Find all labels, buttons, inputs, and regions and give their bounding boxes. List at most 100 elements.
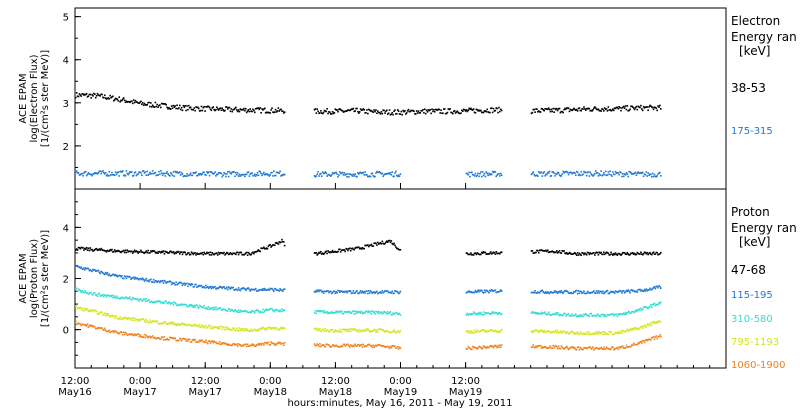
data-point-115-195 xyxy=(383,291,385,293)
data-point-310-580 xyxy=(644,306,647,308)
data-point-115-195 xyxy=(128,275,130,278)
data-point-1060-1900 xyxy=(101,327,103,330)
data-point-1060-1900 xyxy=(560,345,563,347)
data-point-175-315 xyxy=(474,172,477,175)
data-point-795-1193 xyxy=(264,329,267,331)
data-point-38-53 xyxy=(334,108,337,110)
data-point-795-1193 xyxy=(124,317,127,319)
data-point-38-53 xyxy=(120,99,122,102)
data-point-795-1193 xyxy=(630,328,632,330)
data-point-115-195 xyxy=(242,287,244,289)
data-point-795-1193 xyxy=(539,329,542,331)
data-point-115-195 xyxy=(532,291,535,294)
data-point-38-53 xyxy=(634,107,637,109)
data-point-38-53 xyxy=(130,100,132,103)
data-point-310-580 xyxy=(213,306,215,309)
data-point-47-68 xyxy=(146,251,149,254)
data-point-310-580 xyxy=(207,306,210,308)
data-point-115-195 xyxy=(187,285,189,288)
data-point-38-53 xyxy=(391,111,394,114)
data-point-175-315 xyxy=(268,175,271,177)
xtick-day-label: May17 xyxy=(188,387,221,398)
data-point-115-195 xyxy=(235,288,237,291)
data-point-795-1193 xyxy=(192,324,195,327)
data-point-38-53 xyxy=(191,108,194,111)
data-point-795-1193 xyxy=(379,328,382,330)
data-point-175-315 xyxy=(571,172,573,175)
data-point-1060-1900 xyxy=(162,338,165,341)
data-point-795-1193 xyxy=(106,314,109,316)
data-point-38-53 xyxy=(621,107,623,109)
data-point-175-315 xyxy=(88,173,91,175)
data-point-115-195 xyxy=(368,292,371,294)
data-point-38-53 xyxy=(489,111,491,114)
data-point-1060-1900 xyxy=(112,331,115,334)
data-point-47-68 xyxy=(658,253,660,256)
data-point-795-1193 xyxy=(338,331,340,333)
data-point-38-53 xyxy=(472,108,475,110)
data-point-38-53 xyxy=(343,110,346,113)
data-point-47-68 xyxy=(554,251,556,253)
data-point-795-1193 xyxy=(481,329,484,331)
data-point-115-195 xyxy=(122,277,125,280)
data-point-310-580 xyxy=(227,308,230,310)
data-point-795-1193 xyxy=(221,328,224,331)
data-point-175-315 xyxy=(323,172,326,174)
data-point-795-1193 xyxy=(200,326,203,329)
data-point-310-580 xyxy=(382,312,385,314)
data-point-47-68 xyxy=(167,252,169,254)
data-point-175-315 xyxy=(112,173,115,176)
data-point-115-195 xyxy=(91,270,93,273)
data-point-47-68 xyxy=(112,251,114,253)
data-point-310-580 xyxy=(122,297,125,300)
data-point-310-580 xyxy=(264,308,267,311)
data-point-47-68 xyxy=(272,244,274,246)
data-point-1060-1900 xyxy=(367,344,369,346)
data-point-38-53 xyxy=(216,106,218,109)
data-point-115-195 xyxy=(254,287,257,290)
data-point-115-195 xyxy=(473,291,476,294)
data-point-175-315 xyxy=(489,174,491,176)
data-point-1060-1900 xyxy=(196,340,198,343)
data-point-175-315 xyxy=(253,174,255,177)
data-point-175-315 xyxy=(125,170,128,172)
data-point-115-195 xyxy=(87,267,90,270)
data-point-38-53 xyxy=(612,109,615,112)
data-point-175-315 xyxy=(658,172,660,175)
data-point-795-1193 xyxy=(144,321,147,324)
data-point-115-195 xyxy=(475,291,478,293)
data-point-795-1193 xyxy=(546,330,548,333)
data-point-1060-1900 xyxy=(377,343,380,346)
data-point-115-195 xyxy=(636,291,639,293)
data-point-47-68 xyxy=(575,254,578,257)
data-point-47-68 xyxy=(137,252,139,254)
data-point-115-195 xyxy=(118,274,120,277)
data-point-47-68 xyxy=(537,251,540,254)
data-point-47-68 xyxy=(156,251,158,254)
data-point-795-1193 xyxy=(172,321,175,324)
data-point-38-53 xyxy=(434,108,437,111)
data-point-38-53 xyxy=(630,105,632,108)
data-point-47-68 xyxy=(97,248,100,251)
data-point-115-195 xyxy=(360,291,363,294)
data-point-795-1193 xyxy=(345,328,347,331)
data-point-175-315 xyxy=(327,174,329,176)
data-point-115-195 xyxy=(280,289,282,292)
data-point-795-1193 xyxy=(564,330,566,333)
data-point-38-53 xyxy=(407,108,410,111)
data-point-310-580 xyxy=(342,312,345,315)
data-point-115-195 xyxy=(488,291,490,294)
data-point-175-315 xyxy=(86,173,89,176)
data-point-175-315 xyxy=(324,171,327,173)
data-point-1060-1900 xyxy=(235,343,238,346)
data-point-175-315 xyxy=(588,175,591,177)
data-point-38-53 xyxy=(563,108,565,111)
data-point-47-68 xyxy=(542,250,545,252)
data-point-38-53 xyxy=(440,109,442,112)
data-point-38-53 xyxy=(128,100,130,103)
data-point-795-1193 xyxy=(86,308,89,311)
data-point-38-53 xyxy=(315,112,318,114)
data-point-310-580 xyxy=(234,309,236,311)
data-point-115-195 xyxy=(282,288,285,291)
data-point-310-580 xyxy=(544,311,546,313)
